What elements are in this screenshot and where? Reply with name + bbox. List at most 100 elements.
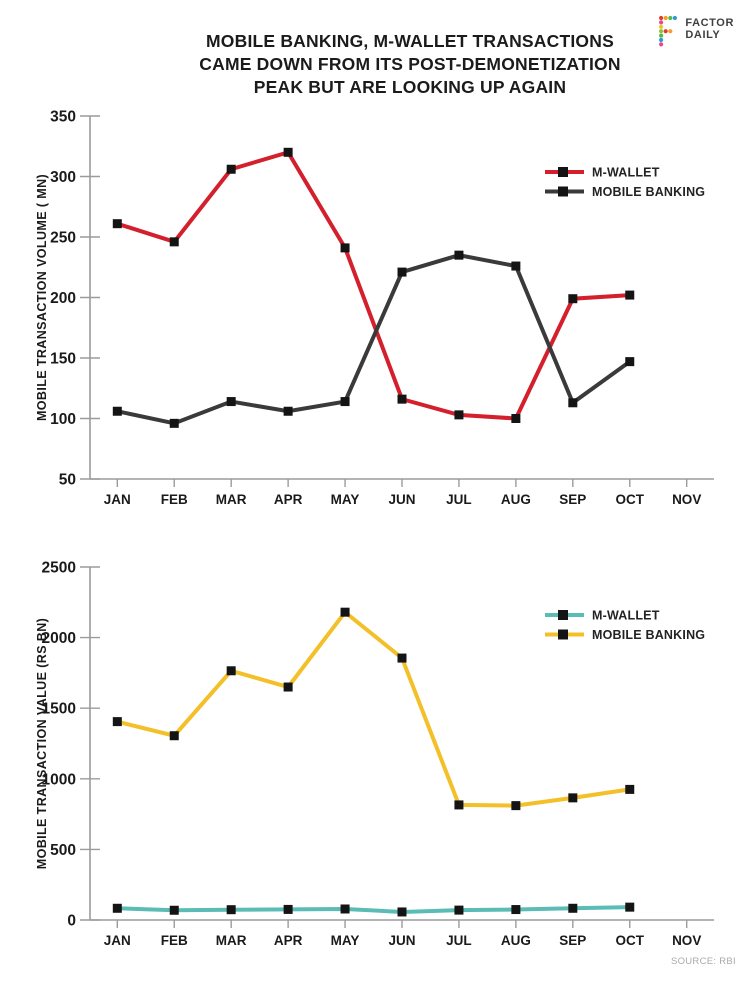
data-point-marker bbox=[397, 267, 407, 277]
data-point-marker bbox=[340, 397, 350, 407]
y-tick-label: 1000 bbox=[42, 771, 76, 788]
legend-marker bbox=[558, 167, 568, 177]
data-point-marker bbox=[340, 243, 350, 253]
data-point-marker bbox=[397, 907, 407, 917]
legend-item-m-wallet: M-WALLET bbox=[545, 609, 660, 623]
y-tick-label: 200 bbox=[50, 290, 76, 307]
data-point-marker bbox=[397, 394, 407, 404]
data-point-marker bbox=[625, 784, 635, 794]
legend-marker bbox=[558, 610, 568, 620]
x-tick-label: MAY bbox=[331, 933, 360, 948]
legend-marker bbox=[558, 629, 568, 640]
legend-item-mobile-banking: MOBILE BANKING bbox=[545, 628, 705, 642]
data-point-marker bbox=[625, 357, 635, 367]
data-point-marker bbox=[511, 905, 521, 915]
y-tick-label: 300 bbox=[50, 169, 76, 186]
y-tick-label: 500 bbox=[50, 842, 76, 859]
data-point-marker bbox=[226, 905, 236, 915]
x-tick-label: MAR bbox=[216, 933, 247, 948]
series-line bbox=[116, 609, 631, 808]
x-tick-label: JUN bbox=[388, 933, 415, 948]
data-point-marker bbox=[568, 903, 578, 913]
data-point-marker bbox=[454, 250, 464, 260]
x-tick-label: APR bbox=[274, 933, 303, 948]
legend-label: MOBILE BANKING bbox=[592, 628, 705, 642]
data-point-marker bbox=[169, 418, 179, 428]
y-axis-title: MOBILE TRANSACTION VOLUME ( MN) bbox=[35, 174, 49, 421]
y-tick-label: 2000 bbox=[42, 630, 76, 647]
x-tick-label: JUL bbox=[446, 933, 472, 948]
factor-daily-logo-text: FACTOR DAILY bbox=[685, 14, 734, 41]
data-point-marker bbox=[226, 666, 236, 676]
chart-title: MOBILE BANKING, M-WALLET TRANSACTIONS CA… bbox=[70, 30, 750, 99]
series-mobile-banking bbox=[112, 250, 635, 428]
data-point-marker bbox=[112, 406, 122, 416]
data-point-marker bbox=[283, 682, 293, 692]
legend: M-WALLET MOBILE BANKING bbox=[545, 166, 705, 199]
x-tick-label: JUN bbox=[388, 492, 415, 507]
series-m-wallet bbox=[112, 902, 635, 917]
legend-label: M-WALLET bbox=[592, 166, 660, 180]
volume-line-chart: 50 100 150 200 250 300 350 MOBILE TRANSACTION V… bbox=[35, 109, 714, 507]
logo-word-factor: FACTOR bbox=[685, 17, 734, 29]
data-point-marker bbox=[226, 397, 236, 407]
factor-daily-logo: FACTOR DAILY bbox=[653, 14, 734, 50]
x-tick-label: OCT bbox=[616, 492, 645, 507]
logo-dot bbox=[659, 42, 664, 47]
data-point-marker bbox=[112, 903, 122, 913]
y-tick-label: 150 bbox=[50, 351, 76, 368]
x-tick-label: MAY bbox=[331, 492, 360, 507]
data-point-marker bbox=[112, 219, 122, 229]
data-point-marker bbox=[454, 410, 464, 420]
value-line-chart: 0 500 1000 1500 2000 2500 MOBILE TRANSACTION V… bbox=[35, 560, 714, 948]
legend-item-m-wallet: M-WALLET bbox=[545, 166, 660, 180]
series-line bbox=[117, 905, 630, 914]
series-line bbox=[116, 253, 631, 426]
x-tick-label: JUL bbox=[446, 492, 472, 507]
y-axis-title: MOBILE TRANSACTION VALUE (RS BN) bbox=[35, 618, 49, 869]
x-tick-label: NOV bbox=[672, 492, 701, 507]
y-tick-label: 0 bbox=[67, 913, 76, 930]
x-tick-label: FEB bbox=[161, 492, 188, 507]
logo-dot bbox=[659, 15, 664, 21]
x-axis: JAN FEB MAR APR MAY JUN JUL AUG SEP OCT NOV bbox=[90, 478, 714, 507]
data-point-marker bbox=[625, 902, 635, 912]
data-point-marker bbox=[454, 905, 464, 915]
x-tick-label: JAN bbox=[104, 492, 131, 507]
data-point-marker bbox=[169, 905, 179, 915]
x-tick-label: SEP bbox=[559, 492, 586, 507]
chart-title-line-3: PEAK BUT ARE LOOKING UP AGAIN bbox=[253, 77, 567, 97]
logo-dot bbox=[673, 15, 678, 21]
data-point-marker bbox=[340, 607, 350, 617]
legend: M-WALLET MOBILE BANKING bbox=[545, 609, 705, 642]
y-tick-label: 1500 bbox=[42, 701, 76, 718]
logo-dot bbox=[659, 33, 664, 38]
logo-dot bbox=[659, 37, 664, 43]
data-point-marker bbox=[511, 414, 521, 423]
legend-label: M-WALLET bbox=[592, 609, 660, 623]
data-point-marker bbox=[625, 290, 635, 300]
data-point-marker bbox=[568, 398, 578, 408]
y-axis: 0 500 1000 1500 2000 2500 bbox=[42, 560, 100, 930]
logo-word-daily: DAILY bbox=[685, 29, 721, 41]
logo-dot bbox=[668, 15, 673, 21]
data-point-marker bbox=[283, 406, 293, 416]
y-tick-label: 350 bbox=[50, 109, 76, 126]
data-point-marker bbox=[568, 793, 578, 803]
data-point-marker bbox=[568, 294, 578, 304]
logo-dot bbox=[659, 20, 664, 25]
logo-dot bbox=[659, 29, 664, 34]
logo-dot bbox=[663, 15, 669, 21]
data-point-marker bbox=[112, 717, 122, 727]
x-tick-label: MAR bbox=[216, 492, 247, 507]
data-point-marker bbox=[511, 801, 521, 811]
data-point-marker bbox=[511, 261, 521, 271]
logo-dot bbox=[659, 24, 664, 29]
source-credit: SOURCE: RBI bbox=[670, 956, 736, 967]
legend-marker bbox=[558, 186, 568, 197]
data-point-marker bbox=[340, 904, 350, 914]
logo-dot bbox=[668, 29, 673, 34]
y-tick-label: 250 bbox=[50, 230, 76, 247]
chart-title-line-2: CAME DOWN FROM ITS POST-DEMONETIZATION bbox=[199, 54, 621, 74]
